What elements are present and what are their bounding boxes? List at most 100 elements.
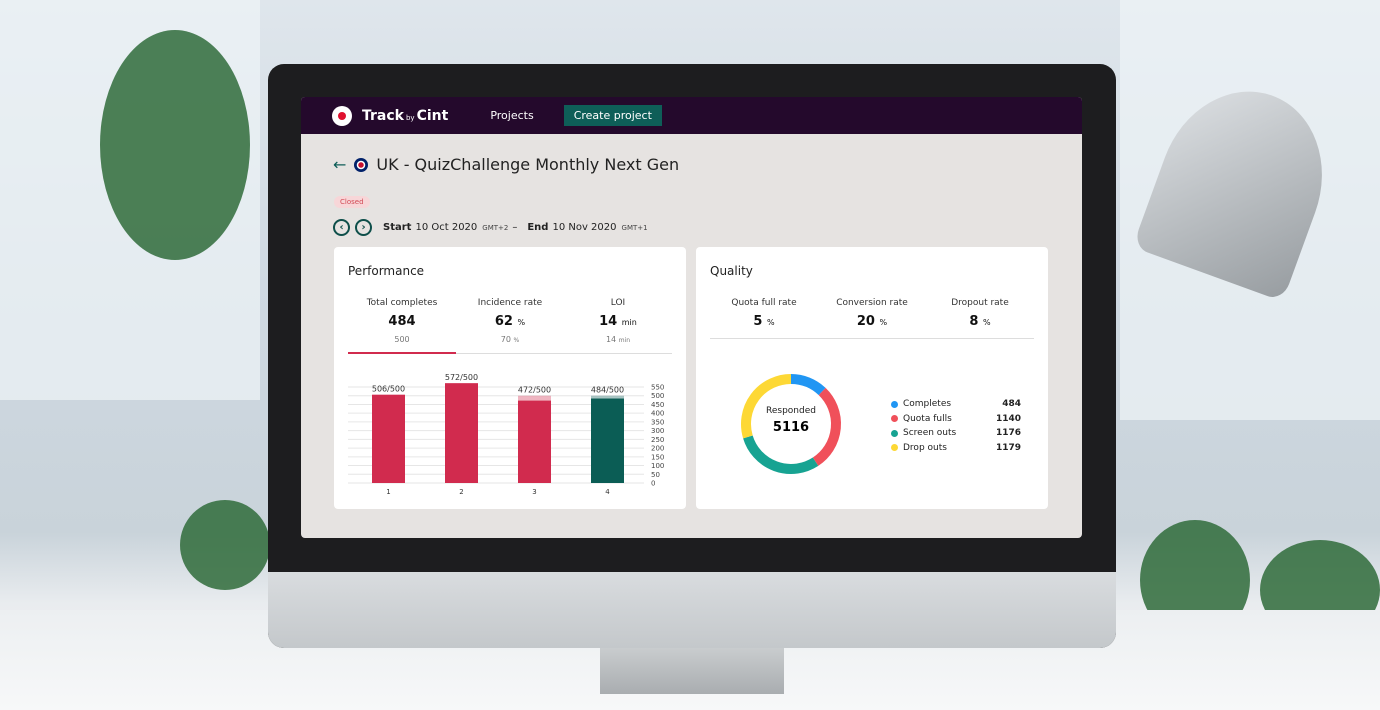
donut-center: Responded 5116	[736, 406, 846, 435]
metric-1[interactable]: Incidence rate 62 % 70 %	[456, 298, 564, 344]
y-tick-label: 400	[651, 410, 664, 418]
y-tick-label: 0	[651, 480, 655, 488]
bar-label: 484/500	[591, 386, 624, 395]
performance-card: Performance Total completes 484 500 Inci…	[334, 247, 686, 509]
monitor-stand	[600, 648, 784, 694]
metric-target: 70 %	[500, 335, 520, 344]
x-tick-label: 4	[605, 488, 610, 496]
metric-0[interactable]: Total completes 484 500	[348, 298, 456, 344]
divider	[710, 338, 1034, 339]
metric-value: 14 min	[599, 314, 637, 329]
bar[interactable]	[445, 383, 478, 483]
card-title: Performance	[348, 264, 425, 278]
donut-segment[interactable]	[743, 435, 819, 474]
bar[interactable]	[591, 398, 624, 483]
monitor-chin	[268, 572, 1116, 648]
donut-segment[interactable]	[812, 387, 841, 466]
x-tick-label: 2	[459, 488, 463, 496]
metric-label: LOI	[610, 298, 626, 308]
y-tick-label: 250	[651, 436, 664, 444]
metric-value: 62 %	[494, 314, 526, 329]
create-project-button[interactable]: Create project	[563, 105, 662, 126]
quality-card: Quality Quota full rate 5 % Conversion ra…	[696, 247, 1048, 509]
plant	[100, 30, 250, 260]
legend-dot-icon	[891, 415, 898, 423]
y-tick-label: 100	[651, 462, 664, 470]
end-tz: GMT+1	[621, 223, 648, 232]
uk-flag-icon	[354, 157, 369, 172]
metric-2[interactable]: LOI 14 min 14 min	[564, 298, 672, 344]
legend-dot-icon	[891, 429, 898, 437]
divider	[348, 353, 672, 354]
metric-2: Dropout rate 8 %	[926, 298, 1034, 329]
status-badge: Closed	[334, 196, 370, 208]
x-tick-label: 3	[532, 488, 536, 496]
start-date: 10 Oct 2020	[415, 222, 478, 233]
legend-value: 1176	[995, 428, 1021, 439]
card-title: Quality	[710, 264, 753, 278]
metric-label: Total completes	[366, 298, 438, 308]
donut-segment[interactable]	[790, 374, 826, 396]
y-tick-label: 300	[651, 427, 664, 435]
start-tz: GMT+2	[482, 223, 509, 232]
bar[interactable]	[372, 394, 405, 483]
top-nav: Track by Cint Projects Create project	[301, 97, 1082, 134]
y-tick-label: 150	[651, 453, 664, 461]
legend-value: 1179	[995, 442, 1021, 453]
responded-label: Responded	[766, 406, 816, 416]
metric-target: 500	[394, 335, 410, 344]
next-chevron-icon[interactable]: ›	[355, 219, 372, 236]
plant	[180, 500, 270, 590]
y-tick-label: 50	[651, 471, 660, 479]
metric-value: 8 %	[969, 314, 991, 329]
legend-dot-icon	[891, 400, 898, 408]
legend-label: Quota fulls	[903, 413, 952, 424]
donut-chart	[741, 374, 841, 474]
start-label: Start	[383, 222, 412, 233]
project-title: UK - QuizChallenge Monthly Next Gen	[376, 155, 680, 174]
app-screen: Track by Cint Projects Create project ← UK…	[301, 97, 1082, 538]
cint-logo-icon	[332, 105, 352, 126]
metric-label: Dropout rate	[951, 298, 1009, 308]
bar[interactable]	[518, 400, 551, 483]
responded-value: 5116	[772, 420, 810, 435]
y-tick-label: 450	[651, 401, 664, 409]
metric-value: 5 %	[753, 314, 775, 329]
brand[interactable]: Track by Cint	[362, 107, 449, 124]
legend-label: Completes	[903, 399, 952, 410]
metric-0: Quota full rate 5 %	[710, 298, 818, 329]
end-label: End	[527, 222, 549, 233]
date-dash: –	[512, 222, 518, 233]
donut-legend: Completes 484 Quota fulls 1140 Screen outs 11…	[891, 397, 1021, 455]
metric-1: Conversion rate 20 %	[818, 298, 926, 329]
metric-label: Quota full rate	[731, 298, 797, 308]
legend-label: Screen outs	[903, 428, 957, 439]
donut-segment[interactable]	[741, 374, 792, 439]
date-range: ‹ › Start 10 Oct 2020 GMT+2 – End 10 Nov…	[333, 219, 648, 236]
y-tick-label: 200	[651, 445, 664, 453]
back-arrow-icon[interactable]: ←	[333, 155, 347, 174]
metric-label: Incidence rate	[477, 298, 543, 308]
y-tick-label: 550	[651, 384, 664, 392]
legend-label: Drop outs	[903, 442, 947, 453]
bar-label: 572/500	[445, 373, 478, 382]
legend-item: Quota fulls 1140	[891, 412, 1021, 427]
page-title: ← UK - QuizChallenge Monthly Next Gen	[333, 155, 679, 174]
end-date: 10 Nov 2020	[552, 222, 617, 233]
legend-dot-icon	[891, 444, 898, 452]
legend-item: Drop outs 1179	[891, 441, 1021, 456]
prev-chevron-icon[interactable]: ‹	[333, 219, 350, 236]
metric-value: 484	[388, 314, 416, 329]
metric-target: 14 min	[605, 335, 631, 344]
x-tick-label: 1	[386, 488, 390, 496]
legend-value: 1140	[995, 413, 1021, 424]
bar-label: 506/500	[372, 385, 405, 394]
nav-projects[interactable]: Projects	[490, 109, 534, 122]
legend-value: 484	[1002, 399, 1021, 410]
legend-item: Completes 484	[891, 397, 1021, 412]
legend-item: Screen outs 1176	[891, 426, 1021, 441]
metric-label: Conversion rate	[836, 298, 908, 308]
y-tick-label: 350	[651, 418, 664, 426]
active-metric-indicator	[348, 352, 456, 354]
